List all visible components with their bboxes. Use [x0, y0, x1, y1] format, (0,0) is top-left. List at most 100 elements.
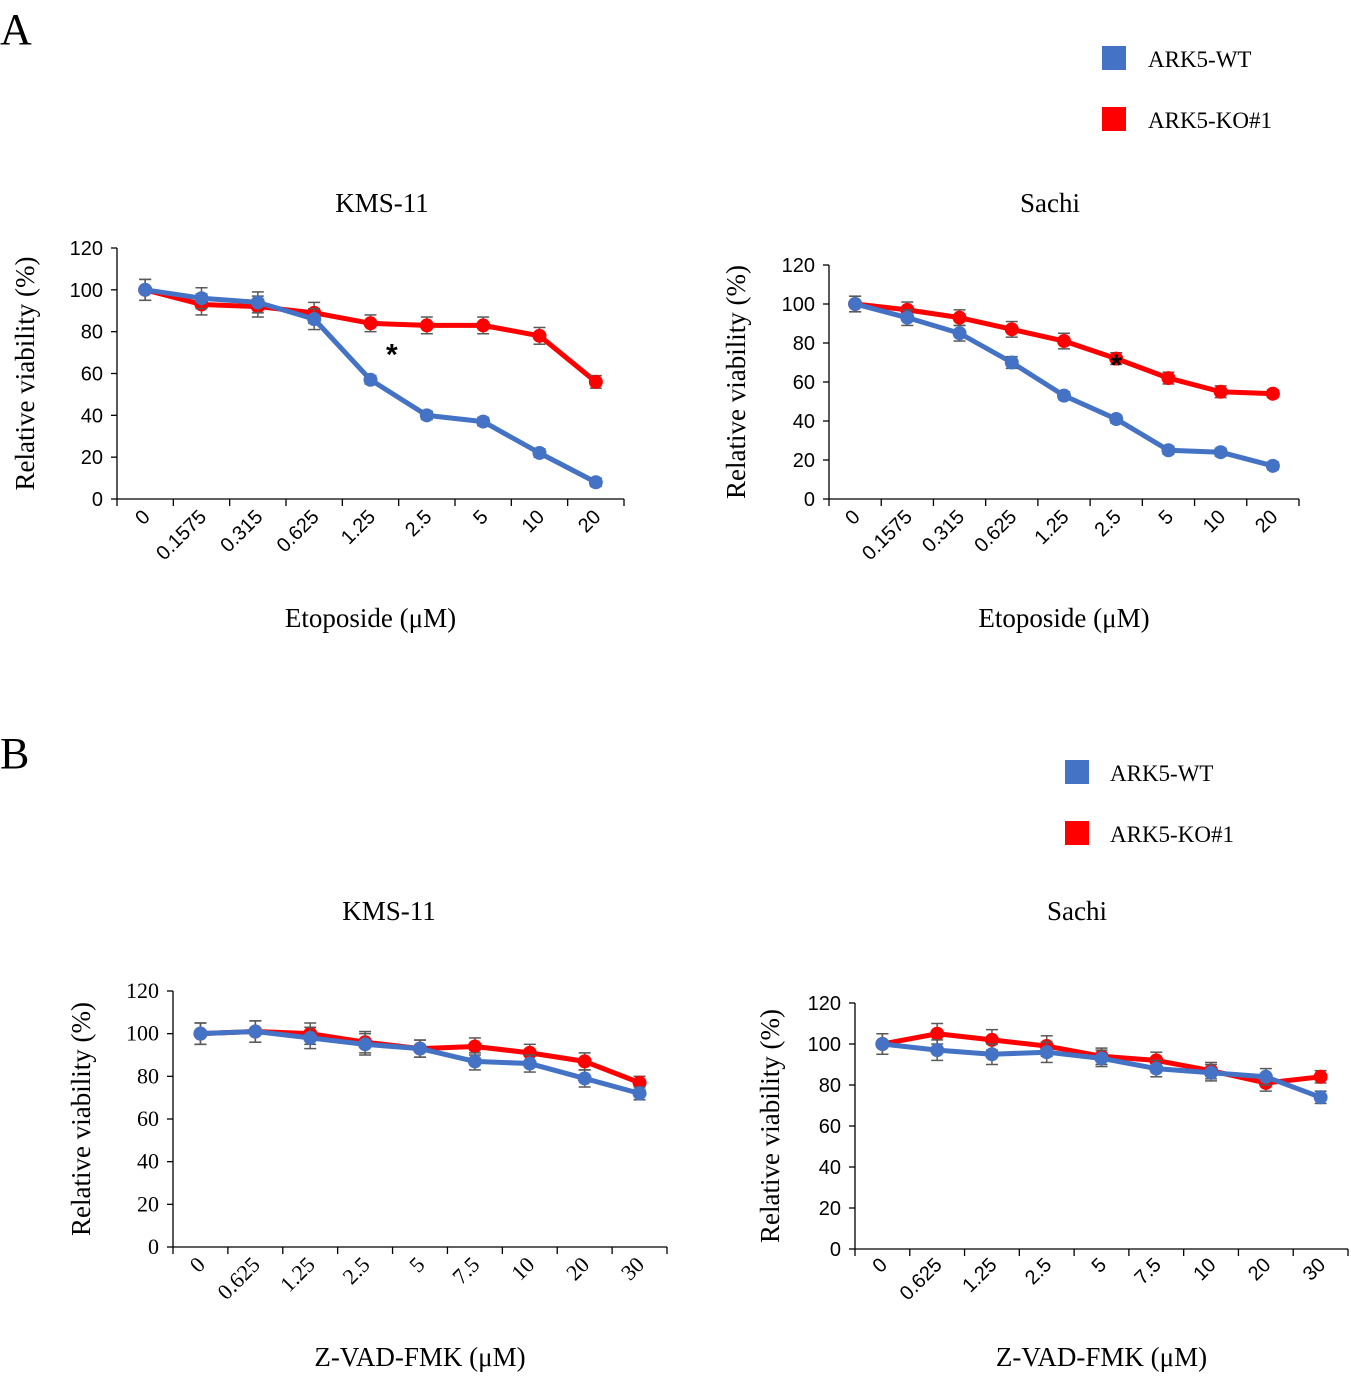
- x-tick-label: 7.5: [1131, 1254, 1166, 1289]
- legend-b-ko-label: ARK5-KO#1: [1110, 822, 1234, 847]
- y-tick-label: 0: [804, 489, 815, 511]
- x-tick-label: 20: [1244, 1254, 1275, 1285]
- data-point: [1213, 384, 1228, 399]
- x-tick-label: 30: [1299, 1254, 1330, 1285]
- data-point: [250, 295, 265, 310]
- x-tick-label: 10: [518, 506, 549, 537]
- data-point: [358, 1037, 373, 1052]
- y-tick-label: 120: [808, 993, 841, 1015]
- data-point: [532, 445, 547, 460]
- x-axis-label: Z-VAD-FMK (μM): [996, 1342, 1207, 1372]
- legend-a-wt-label: ARK5-WT: [1148, 47, 1251, 72]
- y-tick-label: 40: [137, 1149, 159, 1174]
- x-axis-label: Etoposide (μM): [978, 603, 1149, 633]
- x-tick-label: 2.5: [338, 1252, 375, 1289]
- y-axis-label: Relative viability (%): [66, 1002, 96, 1236]
- panel-label-b: B: [0, 729, 29, 778]
- significance-asterisk: *: [386, 338, 398, 371]
- x-tick-label: 0: [131, 506, 154, 529]
- chart-title: Sachi: [1020, 188, 1080, 218]
- data-point: [588, 475, 603, 490]
- data-point: [1204, 1065, 1219, 1080]
- series-wt: [848, 295, 1280, 473]
- data-point: [1057, 334, 1071, 349]
- data-point: [1004, 355, 1019, 370]
- legend-a-ko-swatch: [1102, 107, 1126, 131]
- x-tick-label: 0: [841, 506, 864, 529]
- y-tick-label: 0: [92, 489, 103, 511]
- x-tick-label: 0.625: [212, 1252, 265, 1305]
- x-tick-label: 5: [469, 506, 492, 529]
- legend-b-ko-swatch: [1065, 821, 1089, 845]
- data-point: [1109, 351, 1124, 366]
- x-tick-label: 0.1575: [152, 506, 211, 565]
- data-point: [900, 310, 915, 325]
- data-point: [363, 316, 378, 331]
- data-point: [476, 318, 491, 333]
- x-tick-label: 2.5: [1091, 506, 1126, 541]
- data-point: [588, 374, 603, 389]
- data-point: [1313, 1090, 1328, 1105]
- y-tick-label: 120: [70, 238, 103, 260]
- data-point: [632, 1075, 647, 1090]
- y-tick-label: 120: [126, 978, 159, 1003]
- data-point: [532, 328, 547, 343]
- data-point: [984, 1047, 999, 1062]
- x-tick-label: 7.5: [447, 1252, 484, 1289]
- y-tick-label: 0: [148, 1234, 159, 1259]
- x-tick-label: 5: [404, 1252, 429, 1277]
- data-point: [522, 1045, 537, 1060]
- y-tick-label: 0: [830, 1239, 841, 1261]
- y-tick-label: 40: [819, 1157, 841, 1179]
- y-tick-label: 100: [782, 294, 815, 316]
- x-tick-label: 10: [1199, 506, 1230, 537]
- chart-title: KMS-11: [342, 896, 436, 926]
- y-tick-label: 80: [81, 322, 103, 344]
- series-wt: [193, 1020, 647, 1101]
- data-point: [194, 291, 209, 306]
- x-tick-label: 1.25: [958, 1254, 1001, 1297]
- data-point: [1161, 371, 1176, 386]
- data-point: [875, 1037, 890, 1051]
- data-point: [1161, 443, 1176, 458]
- y-tick-label: 60: [793, 372, 815, 394]
- data-point: [248, 1024, 263, 1039]
- data-point: [1213, 445, 1228, 460]
- data-point: [1265, 386, 1280, 401]
- x-tick-label: 20: [574, 506, 605, 537]
- y-tick-label: 40: [793, 411, 815, 433]
- data-point: [1258, 1069, 1273, 1084]
- x-tick-label: 5: [1088, 1254, 1111, 1277]
- data-point: [1094, 1051, 1109, 1066]
- series-wt: [138, 278, 603, 490]
- x-tick-label: 10: [1189, 1254, 1220, 1285]
- data-point: [467, 1054, 482, 1069]
- data-point: [632, 1086, 647, 1101]
- x-tick-label: 1.25: [275, 1252, 320, 1297]
- data-point: [1313, 1069, 1328, 1084]
- data-point: [952, 326, 967, 341]
- data-point: [577, 1071, 592, 1086]
- series-line: [144, 287, 598, 384]
- data-point: [307, 312, 322, 327]
- data-point: [476, 414, 491, 429]
- y-tick-label: 80: [137, 1063, 159, 1088]
- data-point: [303, 1030, 318, 1045]
- y-tick-label: 20: [81, 447, 103, 469]
- data-point: [419, 318, 434, 333]
- y-axis-label: Relative viability (%): [755, 1009, 785, 1243]
- panel-label-a: A: [0, 5, 32, 54]
- x-tick-label: 2.5: [401, 506, 436, 541]
- y-tick-label: 120: [782, 255, 815, 277]
- y-tick-label: 100: [70, 280, 103, 302]
- data-point: [467, 1039, 482, 1054]
- x-tick-label: 0.315: [918, 506, 969, 557]
- y-axis-label: Relative viability (%): [721, 265, 751, 499]
- data-point: [1265, 458, 1280, 473]
- y-tick-label: 100: [808, 1034, 841, 1056]
- x-tick-label: 2.5: [1021, 1254, 1056, 1289]
